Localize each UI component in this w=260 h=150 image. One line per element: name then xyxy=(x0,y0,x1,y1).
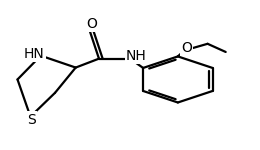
Text: NH: NH xyxy=(126,49,147,63)
Text: O: O xyxy=(86,17,97,31)
Text: O: O xyxy=(181,40,192,54)
Text: S: S xyxy=(27,113,36,127)
Text: HN: HN xyxy=(24,47,45,61)
